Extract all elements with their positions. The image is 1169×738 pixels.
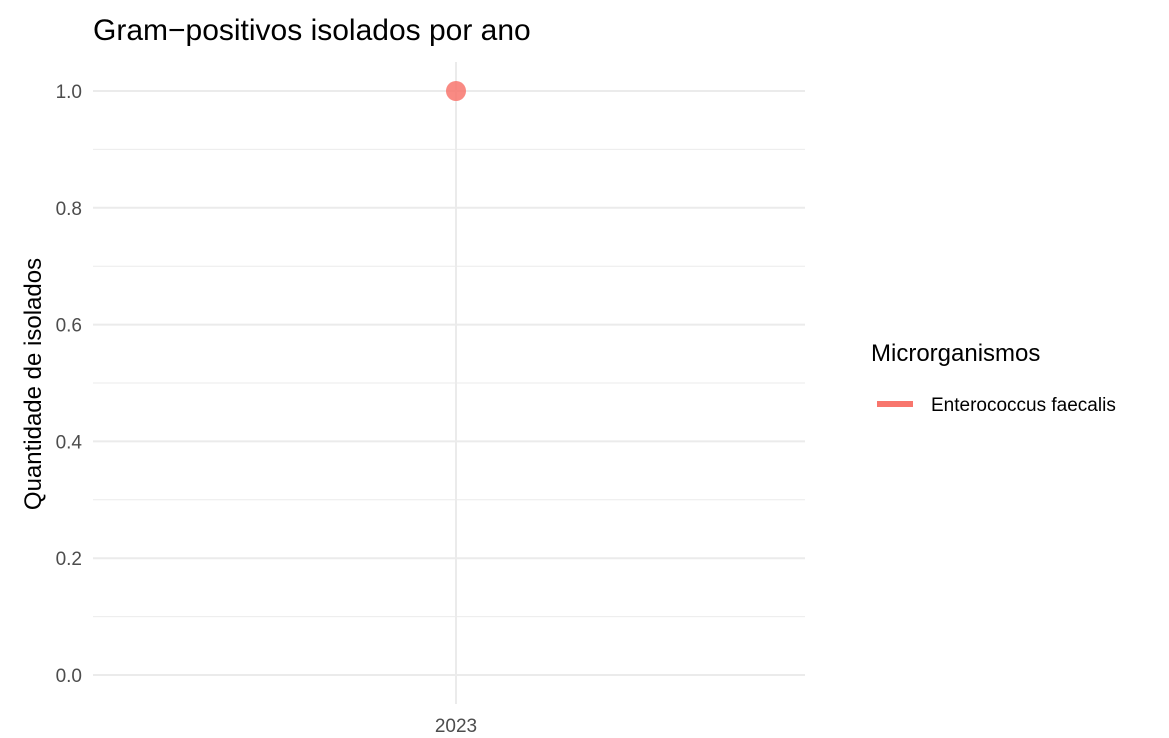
y-tick-label: 0.8: [56, 199, 82, 220]
chart-title: Gram−positivos isolados por ano: [93, 14, 531, 47]
data-point: [446, 81, 466, 101]
y-axis-title: Quantidade de isolados: [20, 258, 47, 510]
x-axis-ticks: 2023: [435, 716, 477, 737]
legend-items: Enterococcus faecalis: [877, 395, 1116, 416]
major-gridlines: [93, 62, 805, 704]
y-tick-label: 1.0: [56, 82, 82, 103]
series-layer: [446, 81, 466, 101]
y-axis-ticks: 0.0 0.2 0.4 0.6 0.8 1.0: [56, 82, 83, 687]
y-tick-label: 0.0: [56, 666, 82, 687]
y-tick-label: 0.6: [56, 316, 82, 337]
y-tick-label: 0.2: [56, 549, 82, 570]
minor-gridlines: [93, 148, 805, 618]
x-tick-label: 2023: [435, 716, 477, 737]
plot-panel: [93, 62, 805, 704]
legend: Microrganismos Enterococcus faecalis: [871, 340, 1116, 416]
y-tick-label: 0.4: [56, 432, 83, 453]
legend-label: Enterococcus faecalis: [931, 395, 1116, 416]
legend-title: Microrganismos: [871, 340, 1040, 367]
